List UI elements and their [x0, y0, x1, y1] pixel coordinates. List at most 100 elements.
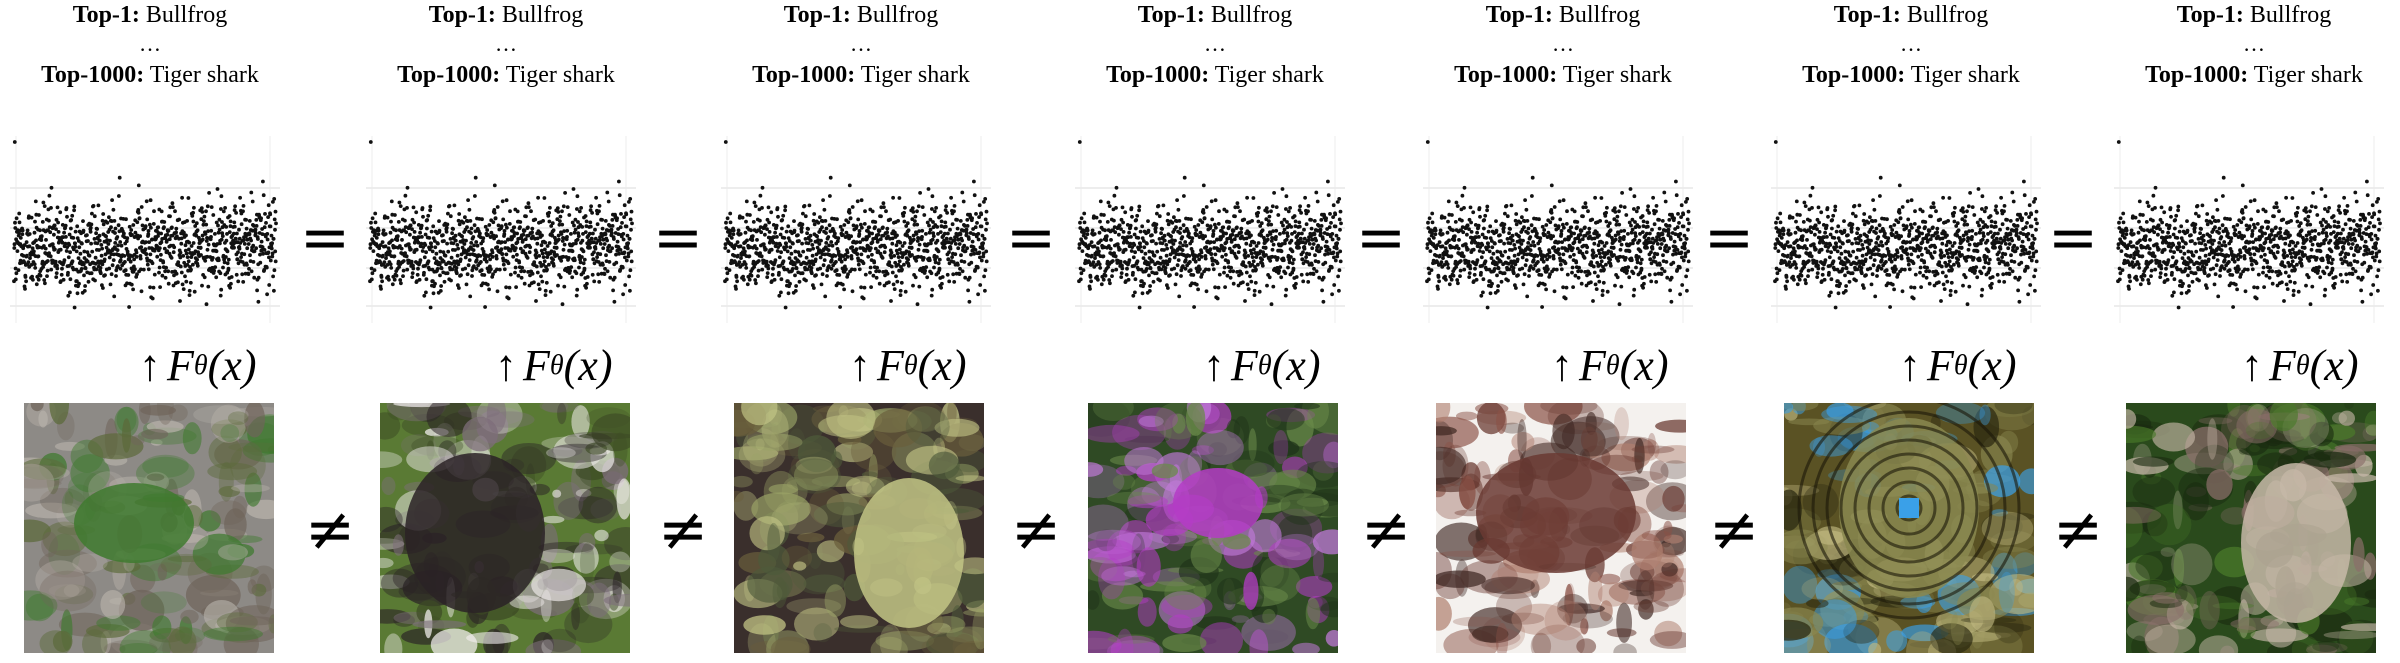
- scatter-point: [604, 253, 608, 258]
- scatter-point: [1613, 283, 1617, 288]
- scatter-point: [539, 248, 544, 253]
- scatter-point: [728, 211, 733, 216]
- scatter-point: [1209, 252, 1214, 256]
- scatter-point: [806, 227, 810, 231]
- scatter-point: [12, 246, 17, 250]
- scatter-point: [943, 245, 947, 250]
- scatter-point: [1612, 253, 1616, 257]
- scatter-point: [526, 201, 531, 206]
- scatter-point: [789, 251, 794, 256]
- scatter-point: [1570, 270, 1574, 275]
- scatter-point: [1499, 239, 1503, 243]
- scatter-point: [506, 296, 511, 301]
- scatter-point: [906, 228, 911, 233]
- scatter-point: [1230, 249, 1235, 253]
- scatter-point: [1312, 232, 1317, 237]
- scatter-point: [1166, 222, 1171, 227]
- scatter-point: [1123, 247, 1128, 252]
- scatter-point: [904, 224, 909, 228]
- ellipsis: …: [850, 31, 872, 56]
- scatter-point: [828, 194, 832, 198]
- scatter-point: [1576, 269, 1580, 274]
- scatter-point: [1542, 228, 1547, 232]
- scatter-point: [207, 191, 212, 195]
- scatter-point: [232, 224, 237, 229]
- scatter-point: [1616, 258, 1621, 263]
- scatter-point: [1176, 207, 1181, 212]
- function-subscript: θ: [903, 350, 918, 381]
- scatter-point: [1304, 222, 1309, 227]
- scatter-point: [1442, 215, 1447, 220]
- scatter-point: [540, 233, 544, 238]
- scatter-point: [38, 228, 42, 233]
- scatter-point: [172, 245, 177, 250]
- scatter-point: [79, 267, 84, 271]
- scatter-point: [1458, 259, 1463, 263]
- scatter-point: [1638, 232, 1642, 236]
- scatter-point: [1188, 260, 1192, 264]
- scatter-point: [118, 258, 123, 263]
- scatter-point: [449, 255, 454, 260]
- scatter-point: [134, 255, 139, 259]
- scatter-point: [960, 238, 964, 243]
- scatter-point: [773, 258, 778, 263]
- scatter-point: [195, 263, 200, 268]
- scatter-point: [827, 243, 831, 248]
- scatter-point: [241, 209, 245, 214]
- scatter-point: [1140, 279, 1144, 284]
- scatter-point: [268, 212, 273, 217]
- scatter-point: [34, 282, 39, 287]
- scatter-point: [1469, 220, 1473, 225]
- scatter-point: [501, 217, 506, 222]
- scatter-point: [981, 254, 986, 259]
- scatter-point: [1557, 199, 1562, 204]
- scatter-point: [1336, 274, 1340, 279]
- scatter-point: [839, 259, 844, 264]
- scatter-point: [442, 239, 446, 243]
- scatter-point: [392, 277, 397, 282]
- scatter-point: [1250, 219, 1254, 223]
- scatter-point: [603, 232, 608, 237]
- scatter-point: [1637, 238, 1642, 243]
- scatter-point: [1578, 238, 1582, 243]
- scatter-point: [1267, 214, 1272, 219]
- scatter-point: [1241, 260, 1246, 264]
- scatter-point: [952, 204, 957, 208]
- scatter-point: [1446, 266, 1451, 270]
- scatter-point: [1615, 219, 1619, 223]
- scatter-point: [549, 224, 554, 228]
- scatter-point: [1138, 244, 1143, 249]
- scatter-point: [834, 268, 839, 273]
- scatter-point: [521, 232, 526, 237]
- scatter-point: [1274, 235, 1278, 239]
- scatter-point: [535, 241, 540, 246]
- scatter-point: [417, 277, 422, 282]
- scatter-point: [1632, 237, 1637, 242]
- scatter-point: [521, 238, 525, 243]
- scatter-point: [55, 266, 60, 271]
- scatter-point: [888, 217, 893, 222]
- scatter-point: [183, 248, 188, 253]
- scatter-point: [1647, 236, 1651, 241]
- scatter-point: [262, 268, 267, 272]
- scatter-point: [1579, 228, 1584, 233]
- scatter-point: [1520, 255, 1525, 260]
- logits-plot: [1075, 128, 1345, 328]
- scatter-point: [980, 233, 985, 238]
- scatter-point: [1568, 254, 1573, 259]
- scatter-point: [1589, 260, 1594, 264]
- scatter-point: [810, 259, 814, 264]
- scatter-point: [1228, 275, 1233, 280]
- scatter-point: [808, 233, 813, 238]
- scatter-point: [131, 223, 136, 227]
- scatter-point: [1289, 255, 1293, 259]
- scatter-point: [1649, 279, 1654, 284]
- scatter-point: [55, 263, 59, 268]
- scatter-point: [1431, 236, 1436, 240]
- scatter-point: [738, 232, 743, 236]
- scatter-point: [1083, 236, 1088, 240]
- scatter-point: [1231, 269, 1236, 274]
- scatter-point: [1552, 245, 1557, 249]
- scatter-point: [77, 245, 82, 250]
- scatter-point: [786, 279, 790, 284]
